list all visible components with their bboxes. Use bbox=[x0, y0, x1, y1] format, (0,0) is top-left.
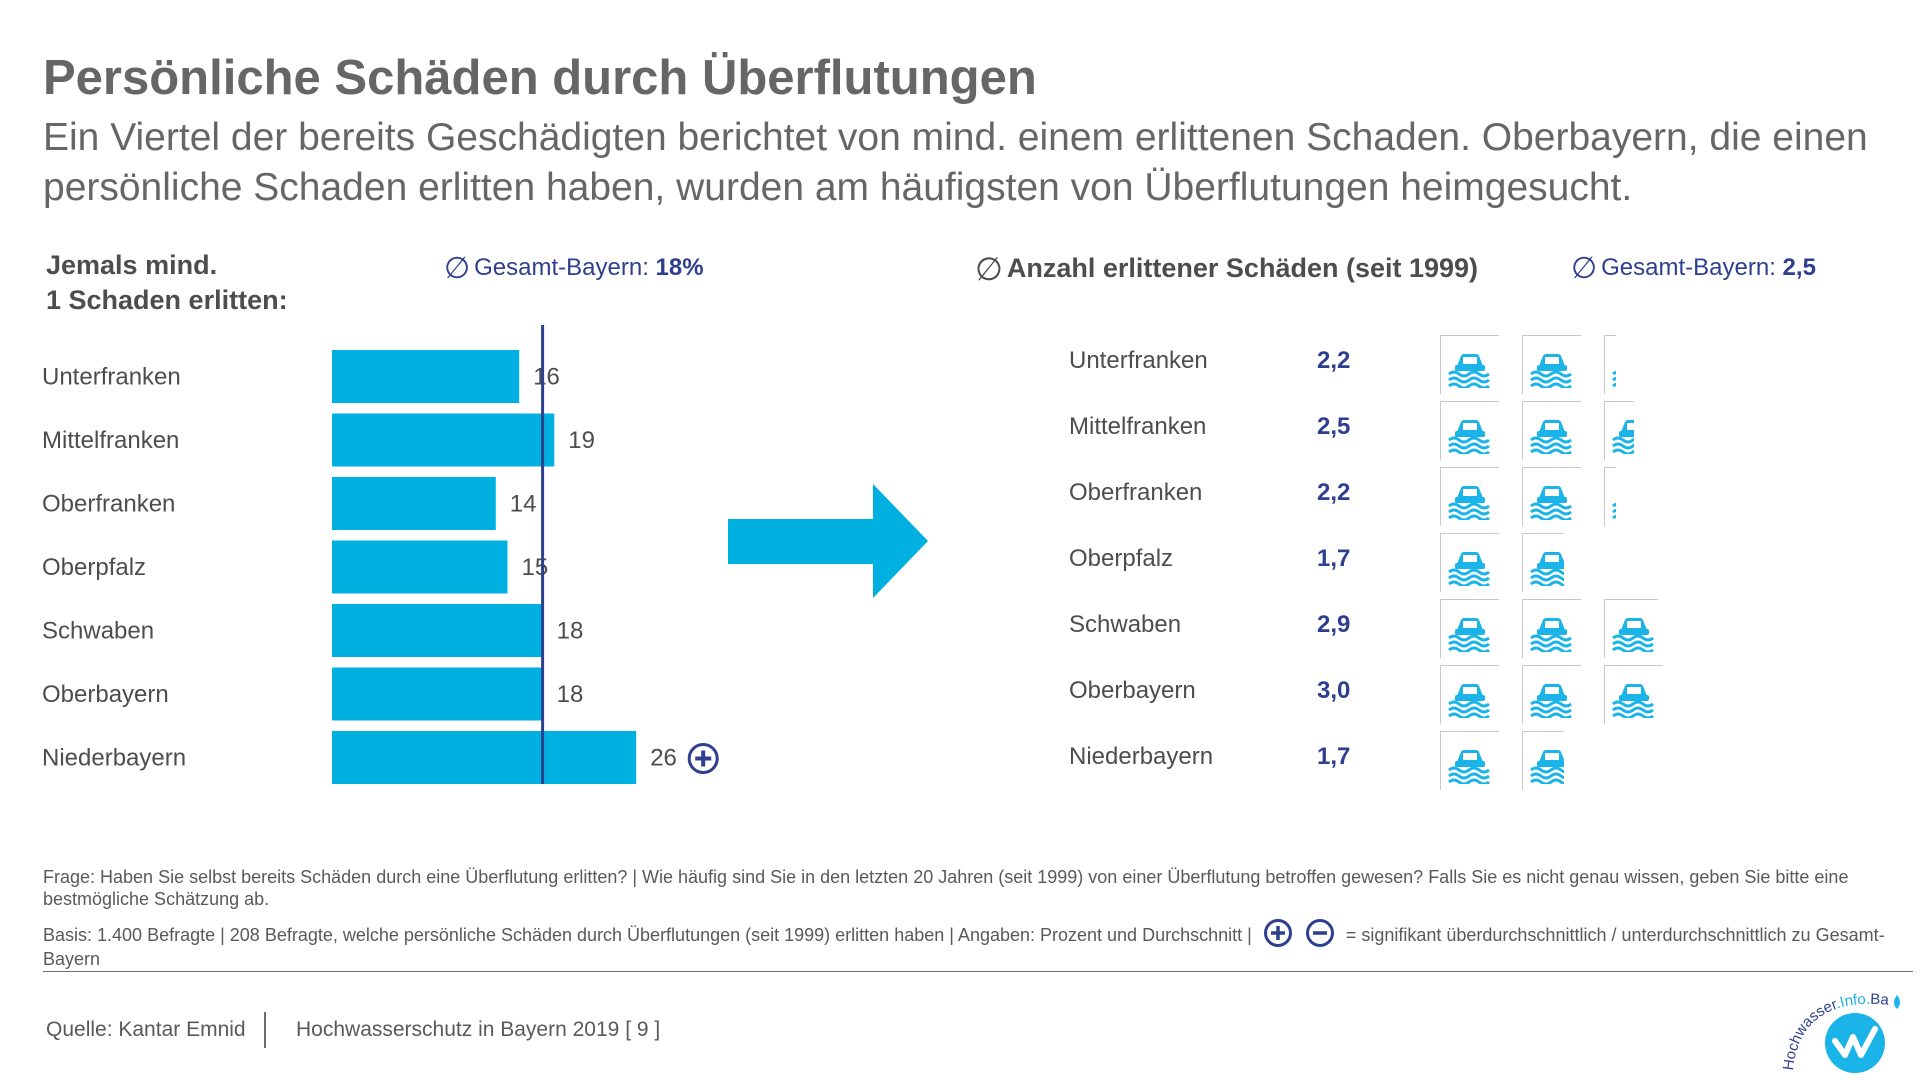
bar bbox=[332, 604, 543, 657]
footer-separator bbox=[264, 1012, 266, 1048]
bar bbox=[332, 731, 637, 784]
flooded-car-icon bbox=[1522, 599, 1582, 659]
bar-chart: Unterfranken 16 Mittelfranken 19 Oberfranken… bbox=[42, 325, 719, 784]
flooded-car-icon bbox=[1440, 467, 1500, 527]
damage-count-row: Schwaben 2,9 bbox=[1060, 599, 1700, 665]
damage-count-value: 1,7 bbox=[1317, 545, 1351, 572]
arrow-right-icon bbox=[728, 484, 928, 598]
damage-count-value: 3,0 bbox=[1317, 677, 1351, 704]
damage-count-value: 2,2 bbox=[1317, 347, 1351, 374]
page-subtitle: Ein Viertel der bereits Geschädigten ber… bbox=[43, 116, 1868, 209]
publication-title: Hochwasserschutz in Bayern 2019 bbox=[296, 1018, 620, 1041]
footer-publication: Hochwasserschutz in Bayern 2019 [ 9 ] bbox=[296, 1018, 660, 1042]
damage-count-heading-text: Anzahl erlittener Schäden (seit 1999) bbox=[1006, 253, 1479, 283]
bar-category-label: Mittelfranken bbox=[42, 427, 179, 454]
flooded-car-icon bbox=[1522, 665, 1582, 725]
hochwasser-info-bayern-logo: Hochwasser.Info.Bayern bbox=[1775, 975, 1900, 1073]
bar-value-label: 14 bbox=[510, 491, 537, 518]
flooded-car-icon bbox=[1604, 335, 1616, 395]
bar bbox=[332, 413, 555, 467]
footnote-question: Frage: Haben Sie selbst bereits Schäden … bbox=[43, 867, 1849, 909]
bar bbox=[332, 350, 520, 403]
bar-value-label: 16 bbox=[533, 364, 560, 391]
bar-value-label: 19 bbox=[568, 427, 595, 454]
damage-count-value: 2,9 bbox=[1317, 611, 1351, 638]
flooded-car-icon bbox=[1604, 467, 1616, 527]
flooded-car-icon bbox=[1604, 401, 1634, 461]
flooded-car-icon bbox=[1522, 335, 1582, 395]
bar-category-label: Oberbayern bbox=[42, 681, 169, 708]
flooded-car-icon bbox=[1440, 731, 1500, 791]
average-label: Gesamt-Bayern: bbox=[474, 254, 649, 281]
footer-source: Quelle: Kantar Emnid bbox=[46, 1018, 246, 1041]
footer-divider bbox=[43, 971, 1913, 972]
flooded-car-icon bbox=[1440, 533, 1500, 593]
flooded-car-icon bbox=[1522, 533, 1564, 593]
region-label: Oberbayern bbox=[1069, 677, 1196, 704]
damage-count-table: Unterfranken 2,2 Mittelfranken 2,5 Oberfrank… bbox=[1060, 335, 1700, 805]
damage-count-row: Oberpfalz 1,7 bbox=[1060, 533, 1700, 599]
damage-count-heading: ∅ Anzahl erlittener Schäden (seit 1999) bbox=[975, 250, 1478, 288]
minus-circle-icon bbox=[1305, 919, 1334, 947]
damage-count-value: 2,5 bbox=[1317, 413, 1351, 440]
flooded-car-icon bbox=[1522, 467, 1582, 527]
bar bbox=[332, 477, 496, 530]
damage-count-row: Oberbayern 3,0 bbox=[1060, 665, 1700, 731]
damage-count-row: Mittelfranken 2,5 bbox=[1060, 401, 1700, 467]
damage-count-value: 1,7 bbox=[1317, 743, 1351, 770]
bar-category-label: Unterfranken bbox=[42, 364, 181, 391]
bar-chart-heading: Jemals mind. 1 Schaden erlitten: bbox=[46, 250, 288, 315]
footnote-basis-text: Basis: 1.400 Befragte | 208 Befragte, we… bbox=[43, 925, 1252, 945]
flooded-car-icon bbox=[1440, 335, 1500, 395]
region-label: Oberfranken bbox=[1069, 479, 1203, 506]
bar-chart-average: ∅ Gesamt-Bayern: 18% bbox=[444, 251, 704, 286]
bar-category-label: Oberfranken bbox=[42, 491, 175, 518]
page-number: [ 9 ] bbox=[625, 1018, 661, 1041]
page-title: Persönliche Schäden durch Überflutungen bbox=[43, 51, 1037, 105]
damage-count-row: Unterfranken 2,2 bbox=[1060, 335, 1700, 401]
flooded-car-icon bbox=[1604, 665, 1664, 725]
average-symbol-icon: ∅ bbox=[1571, 252, 1598, 285]
flooded-car-icon bbox=[1522, 731, 1564, 791]
bar-value-label: 15 bbox=[522, 554, 549, 581]
bar-category-label: Schwaben bbox=[42, 618, 154, 645]
bar-value-label: 18 bbox=[557, 681, 584, 708]
bar-value-label: 26 bbox=[650, 745, 677, 772]
average-symbol-icon: ∅ bbox=[444, 252, 471, 285]
flooded-car-icon bbox=[1604, 599, 1658, 659]
flooded-car-icon bbox=[1522, 401, 1582, 461]
flooded-car-icon bbox=[1440, 401, 1500, 461]
average-label: Gesamt-Bayern: bbox=[1601, 254, 1776, 281]
bar-category-label: Niederbayern bbox=[42, 745, 186, 772]
average-value: 18% bbox=[655, 254, 704, 281]
damage-count-value: 2,2 bbox=[1317, 479, 1351, 506]
flooded-car-icon bbox=[1440, 599, 1500, 659]
damage-count-row: Niederbayern 1,7 bbox=[1060, 731, 1700, 797]
region-label: Mittelfranken bbox=[1069, 413, 1207, 440]
bar-category-label: Oberpfalz bbox=[42, 554, 146, 581]
bar bbox=[332, 667, 543, 721]
plus-circle-icon bbox=[687, 743, 719, 774]
region-label: Unterfranken bbox=[1069, 347, 1208, 374]
plus-circle-icon bbox=[1263, 919, 1292, 947]
bar bbox=[332, 540, 508, 594]
region-label: Oberpfalz bbox=[1069, 545, 1174, 572]
damage-count-row: Oberfranken 2,2 bbox=[1060, 467, 1700, 533]
damage-count-average: ∅ Gesamt-Bayern: 2,5 bbox=[1571, 251, 1816, 286]
average-symbol-icon: ∅ bbox=[975, 251, 1003, 287]
average-value: 2,5 bbox=[1782, 254, 1816, 281]
region-label: Niederbayern bbox=[1069, 743, 1214, 770]
region-label: Schwaben bbox=[1069, 611, 1182, 638]
footnote-basis: Basis: 1.400 Befragte | 208 Befragte, we… bbox=[43, 918, 1893, 970]
bar-value-label: 18 bbox=[557, 618, 584, 645]
footnote-legend-text: = signifikant überdurchschnittlich / unt… bbox=[43, 925, 1885, 969]
flooded-car-icon bbox=[1440, 665, 1500, 725]
